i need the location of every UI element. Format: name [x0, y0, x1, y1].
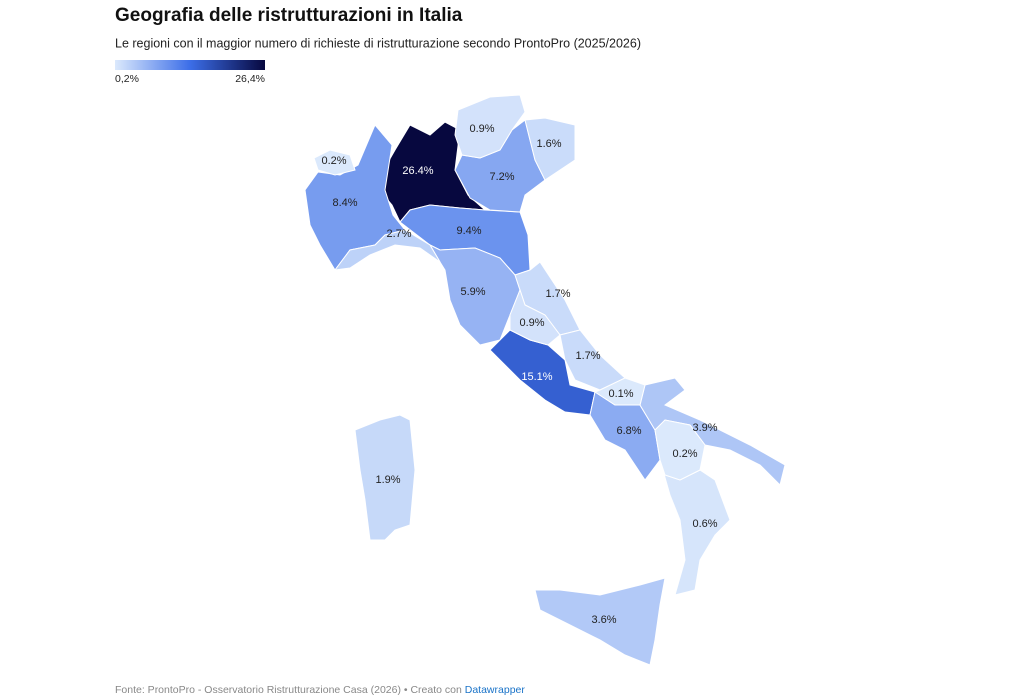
source-text: Fonte: ProntoPro - Osservatorio Ristrutt… — [115, 684, 462, 696]
region-label: 1.7% — [545, 288, 570, 300]
region — [428, 243, 521, 346]
region-label: 0.1% — [608, 388, 633, 400]
region-label: 0.2% — [672, 448, 697, 460]
chart-title: Geografia delle ristrutturazioni in Ital… — [115, 5, 463, 26]
region-label: 26.4% — [402, 165, 433, 177]
source: Fonte: ProntoPro - Osservatorio Ristrutt… — [115, 684, 525, 696]
region-label: 0.2% — [321, 155, 346, 167]
legend-max: 26,4% — [235, 73, 265, 85]
region — [354, 414, 416, 541]
chart-subtitle: Le regioni con il maggior numero di rich… — [115, 36, 641, 50]
region — [333, 229, 441, 271]
region-label: 0.9% — [469, 123, 494, 135]
region-label: 0.6% — [692, 518, 717, 530]
region — [509, 288, 561, 346]
region-label: 2.7% — [386, 228, 411, 240]
region-label: 3.6% — [591, 614, 616, 626]
region-label: 3.9% — [692, 422, 717, 434]
legend-bar — [115, 60, 265, 70]
region-label: 5.9% — [460, 286, 485, 298]
source-link[interactable]: Datawrapper — [465, 684, 526, 696]
map: 26.4% 15.1% 9.4% 8.4% 7.2% 6.8% 5.9% 3.9% 3.6% 2.… — [304, 94, 786, 666]
region — [524, 117, 576, 181]
region-label: 15.1% — [521, 371, 552, 383]
region-label: 1.9% — [375, 474, 400, 486]
region-label: 7.2% — [489, 171, 514, 183]
region-label: 0.9% — [519, 317, 544, 329]
region — [454, 94, 526, 159]
region-label: 8.4% — [332, 197, 357, 209]
region — [534, 577, 666, 666]
region-label: 1.6% — [536, 138, 561, 150]
region-label: 9.4% — [456, 225, 481, 237]
region — [654, 419, 706, 481]
legend-min: 0,2% — [115, 73, 139, 85]
region-label: 1.7% — [575, 350, 600, 362]
region-label: 6.8% — [616, 425, 641, 437]
labels: 26.4% 15.1% 9.4% 8.4% 7.2% 6.8% 5.9% 3.9% 3.6% 2.… — [321, 123, 717, 626]
region — [313, 149, 356, 176]
region — [593, 377, 646, 406]
